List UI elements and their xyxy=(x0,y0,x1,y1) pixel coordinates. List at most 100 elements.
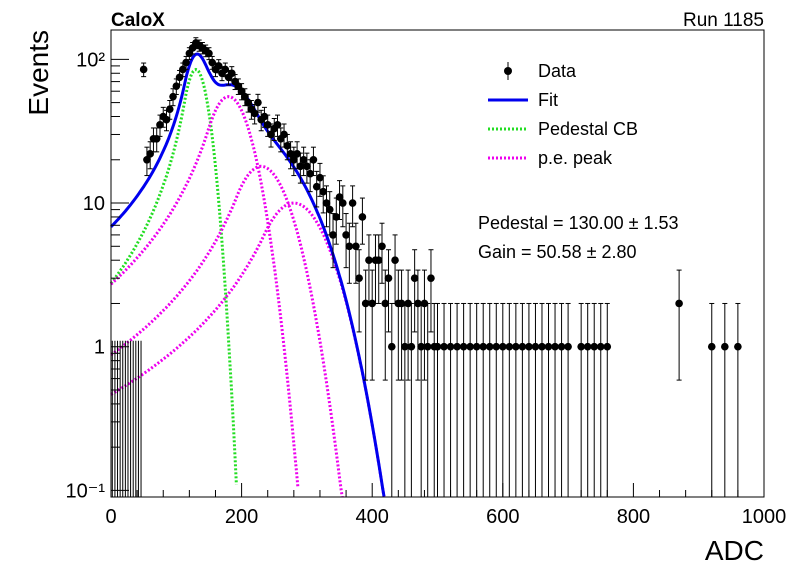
data-marker xyxy=(721,342,729,351)
data-point xyxy=(355,249,363,333)
data-marker xyxy=(345,242,354,251)
data-marker xyxy=(472,342,481,351)
x-tick-label: 200 xyxy=(225,506,258,528)
y-axis-ticks: 10⁻¹ 1 10 10² xyxy=(66,49,129,502)
data-marker xyxy=(267,130,275,139)
data-marker xyxy=(577,342,585,351)
data-marker xyxy=(299,155,308,164)
data-marker xyxy=(208,58,217,67)
data-marker xyxy=(273,121,282,129)
data-marker xyxy=(544,342,553,351)
run-label: Run 1185 xyxy=(683,10,764,31)
data-point xyxy=(675,269,683,381)
data-point xyxy=(407,302,416,497)
data-point xyxy=(401,302,409,497)
data-marker xyxy=(165,105,174,113)
data-point xyxy=(169,88,177,107)
data-point xyxy=(427,249,435,333)
data-marker xyxy=(590,342,599,351)
data-marker xyxy=(492,342,501,351)
fit-curves xyxy=(109,52,386,498)
data-point xyxy=(721,302,729,497)
data-point xyxy=(499,302,507,497)
data-point xyxy=(707,302,716,497)
legend-entry: Pedestal CB xyxy=(488,119,638,139)
data-marker xyxy=(290,155,298,164)
data-point xyxy=(440,302,448,497)
data-point xyxy=(557,302,566,497)
data-point xyxy=(182,55,190,70)
data-point xyxy=(387,302,396,497)
data-marker xyxy=(355,274,363,282)
data-marker xyxy=(420,299,429,308)
data-point xyxy=(257,109,265,132)
data-point xyxy=(146,141,154,170)
data-point xyxy=(286,141,295,170)
pedestal-cb-curve xyxy=(109,67,238,485)
data-point xyxy=(394,269,403,381)
data-point xyxy=(459,302,468,497)
data-marker xyxy=(244,98,252,107)
data-marker xyxy=(361,299,370,308)
data-point xyxy=(603,302,612,497)
data-point xyxy=(505,302,514,497)
data-point xyxy=(299,146,308,177)
data-point xyxy=(472,302,481,497)
data-marker xyxy=(342,231,350,239)
data-marker xyxy=(557,342,566,351)
data-marker xyxy=(479,342,488,351)
data-marker xyxy=(410,274,419,282)
data-marker xyxy=(309,155,318,164)
experiment-label: CaloX xyxy=(111,10,165,31)
y-tick-label: 10 xyxy=(83,193,105,215)
data-marker xyxy=(260,112,269,121)
x-tick-label: 1000 xyxy=(742,506,787,528)
x-tick-label: 0 xyxy=(105,506,116,528)
data-marker xyxy=(322,199,331,207)
data-point xyxy=(361,269,370,381)
data-marker xyxy=(368,299,377,308)
data-point xyxy=(564,302,572,497)
data-point xyxy=(254,93,262,113)
data-point xyxy=(577,302,585,497)
data-marker xyxy=(407,342,416,351)
data-marker xyxy=(525,342,533,351)
x-tick-label: 800 xyxy=(617,506,650,528)
data-marker xyxy=(675,299,683,308)
data-point xyxy=(339,185,347,228)
data-point xyxy=(342,213,350,269)
data-point xyxy=(453,302,461,497)
data-marker xyxy=(182,58,190,67)
data-marker xyxy=(139,65,148,74)
data-point xyxy=(384,249,393,333)
data-point xyxy=(358,197,367,245)
data-point xyxy=(410,249,419,333)
data-point xyxy=(404,269,412,381)
data-marker xyxy=(316,173,324,182)
data-marker xyxy=(280,130,288,139)
data-marker xyxy=(325,205,334,214)
data-marker xyxy=(518,342,527,351)
data-marker xyxy=(332,213,341,221)
data-point xyxy=(371,234,380,304)
data-point xyxy=(479,302,488,497)
data-point xyxy=(335,180,344,220)
data-marker xyxy=(512,342,520,351)
data-point xyxy=(280,123,288,148)
data-marker xyxy=(352,242,360,251)
data-point xyxy=(348,185,357,228)
x-tick-label: 400 xyxy=(356,506,389,528)
data-marker xyxy=(339,199,347,207)
legend-label: p.e. peak xyxy=(538,148,613,168)
data-point xyxy=(345,222,354,284)
y-tick-label: 10⁻¹ xyxy=(66,480,106,502)
data-marker xyxy=(707,342,716,351)
data-marker xyxy=(603,342,612,351)
data-point xyxy=(485,302,494,497)
data-marker xyxy=(365,256,373,265)
data-marker xyxy=(427,274,435,282)
data-point xyxy=(596,302,605,497)
legend-entry: p.e. peak xyxy=(488,148,613,168)
data-point xyxy=(531,302,540,497)
